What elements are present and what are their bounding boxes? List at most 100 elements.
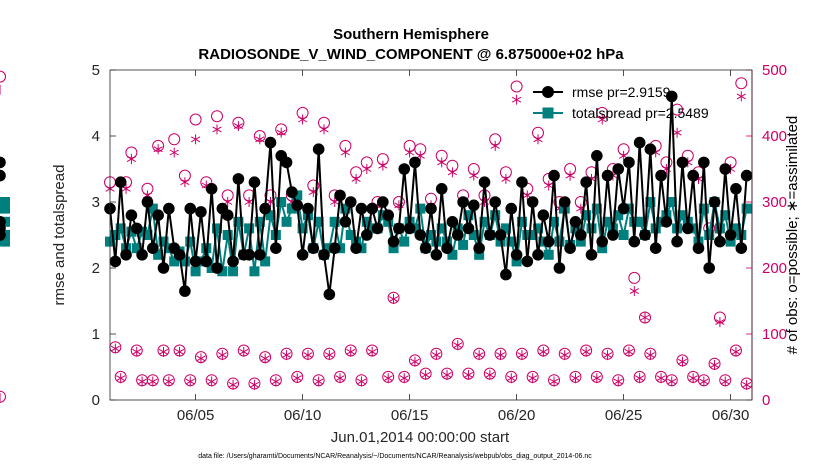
totalspread-point	[730, 223, 741, 234]
assimilated-obs-point	[437, 157, 447, 168]
rmse-point	[649, 242, 662, 254]
assimilated-obs-point	[447, 167, 457, 178]
rmse-point	[468, 199, 480, 212]
assimilated-obs-point	[249, 379, 260, 390]
rmse-point	[130, 222, 143, 235]
rmse-point	[596, 235, 608, 248]
rmse-point	[350, 242, 362, 254]
rmse-point	[676, 156, 689, 169]
totalspread-point	[329, 216, 340, 227]
rmse-point	[435, 183, 448, 195]
assimilated-obs-point	[672, 127, 682, 138]
rmse-point	[633, 136, 646, 149]
rmse-point	[516, 176, 528, 188]
assimilated-obs-point	[260, 353, 270, 364]
x-tick-label: 06/25	[605, 407, 643, 424]
totalspread-point	[0, 197, 10, 207]
totalspread-point	[650, 223, 661, 234]
totalspread-point	[613, 210, 624, 221]
rmse-point	[377, 196, 389, 208]
rmse-point	[361, 229, 373, 241]
totalspread-point	[153, 249, 164, 260]
assimilated-obs-point	[255, 134, 265, 145]
rmse-point	[157, 262, 170, 274]
assimilated-obs-point	[549, 376, 559, 387]
assimilated-obs-point	[474, 350, 484, 361]
totalspread-point	[463, 210, 474, 221]
assimilated-obs-point	[399, 373, 409, 384]
rmse-point	[430, 249, 443, 261]
assimilated-obs-point	[560, 350, 570, 361]
assimilated-obs-point	[624, 346, 634, 357]
totalspread-point	[158, 236, 169, 247]
totalspread-point	[586, 223, 597, 234]
x-tick-label: 06/05	[177, 407, 215, 424]
rmse-point	[441, 242, 453, 254]
totalspread-point	[0, 236, 10, 247]
assimilated-obs-point	[544, 180, 554, 191]
assimilated-obs-point	[228, 379, 238, 390]
assimilated-obs-point	[501, 173, 511, 184]
rmse-point	[227, 255, 239, 268]
rmse-point	[575, 229, 587, 241]
assimilated-obs-point	[303, 350, 313, 361]
assimilated-obs-point	[292, 373, 302, 384]
assimilated-obs-point	[431, 350, 441, 361]
rmse-point	[403, 222, 416, 235]
rmse-point	[558, 196, 571, 208]
rmse-point	[446, 216, 459, 228]
rmse-point	[639, 229, 651, 241]
y-right-tick-label: 400	[762, 128, 787, 145]
rmse-point	[232, 173, 245, 185]
assimilated-obs-point	[185, 376, 195, 387]
y-left-tick-label: 4	[92, 128, 100, 145]
y-left-tick-label: 0	[92, 392, 100, 409]
totalspread-point	[452, 223, 463, 234]
rmse-point	[393, 222, 405, 235]
totalspread-point	[169, 256, 180, 267]
assimilated-obs-point	[153, 144, 163, 155]
assimilated-obs-point	[116, 373, 126, 384]
totalspread-point	[447, 249, 458, 260]
assimilated-obs-point	[132, 346, 142, 357]
rmse-point	[542, 235, 555, 248]
totalspread-point	[666, 197, 677, 207]
totalspread-point	[704, 230, 715, 240]
rmse-point	[243, 249, 255, 261]
assimilated-obs-point	[469, 170, 479, 181]
possible-obs-point	[168, 133, 181, 146]
rmse-point	[264, 136, 277, 149]
assimilated-obs-point	[709, 360, 720, 371]
rmse-point	[473, 242, 485, 254]
totalspread-point	[741, 203, 752, 214]
rmse-point	[382, 209, 395, 221]
possible-obs-point	[639, 311, 651, 324]
totalspread-point	[490, 210, 501, 221]
totalspread-point	[286, 203, 297, 214]
totalspread-point	[720, 210, 731, 221]
assimilated-obs-point	[126, 154, 136, 165]
rmse-point	[591, 150, 603, 162]
totalspread-point	[634, 216, 645, 227]
rmse-point	[484, 229, 496, 241]
rmse-point	[355, 202, 368, 215]
assimilated-obs-point	[346, 346, 356, 357]
assimilated-obs-point	[367, 346, 377, 357]
totalspread-point	[500, 223, 511, 234]
assimilated-obs-point	[613, 376, 623, 387]
assimilated-obs-point	[174, 346, 185, 357]
rmse-point	[0, 156, 6, 169]
rmse-point	[526, 196, 539, 208]
assimilated-obs-point	[720, 376, 730, 387]
possible-obs-point	[0, 390, 6, 403]
assimilated-obs-point	[239, 346, 249, 357]
assimilated-obs-point	[281, 350, 292, 361]
rmse-point	[270, 242, 282, 254]
assimilated-obs-point	[656, 373, 666, 384]
rmse-point	[494, 229, 507, 241]
totalspread-point	[645, 197, 656, 207]
assimilated-obs-point	[699, 376, 709, 387]
assimilated-obs-point	[324, 350, 334, 361]
rmse-point	[569, 216, 582, 228]
